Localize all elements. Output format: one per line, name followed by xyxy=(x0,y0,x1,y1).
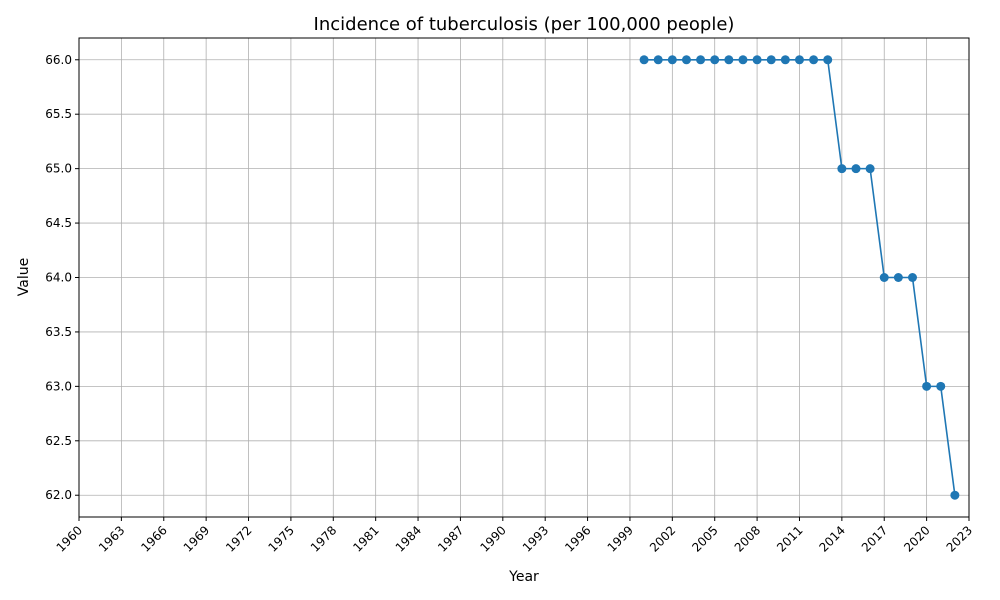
y-tick-label: 66.0 xyxy=(45,53,72,67)
data-point xyxy=(710,55,720,65)
data-point xyxy=(653,55,663,65)
y-tick-label: 62.5 xyxy=(45,434,72,448)
data-point xyxy=(893,273,903,282)
chart-title: Incidence of tuberculosis (per 100,000 p… xyxy=(314,14,735,35)
data-point xyxy=(823,55,833,65)
x-axis-label: Year xyxy=(508,569,539,585)
series-group xyxy=(639,55,960,500)
y-tick-label: 64.5 xyxy=(45,216,72,230)
y-axis-ticks: 62.0 62.5 63.0 63.5 64.0 64.5 65.0 65.5 66.0 xyxy=(45,53,79,502)
data-point xyxy=(879,273,889,282)
data-point xyxy=(865,164,875,174)
data-point xyxy=(752,55,762,65)
data-point xyxy=(837,164,847,174)
data-point xyxy=(936,381,946,391)
data-point xyxy=(766,55,776,65)
data-point xyxy=(724,55,734,65)
data-point xyxy=(681,55,691,65)
y-tick-label: 65.0 xyxy=(45,162,72,176)
data-point xyxy=(922,381,932,391)
data-point xyxy=(696,55,706,65)
data-point xyxy=(794,55,804,65)
y-tick-label: 63.5 xyxy=(45,325,72,339)
y-tick-label: 65.5 xyxy=(45,107,72,121)
data-point xyxy=(809,55,819,65)
data-point xyxy=(907,273,917,282)
y-axis-label: Value xyxy=(16,258,32,296)
y-tick-label: 63.0 xyxy=(45,379,72,393)
y-tick-label: 64.0 xyxy=(45,271,72,285)
plot-frame xyxy=(78,37,970,518)
data-point xyxy=(667,55,677,65)
data-point xyxy=(738,55,748,65)
grid-lines xyxy=(78,38,970,517)
data-point xyxy=(851,164,861,174)
y-tick-label: 62.0 xyxy=(45,488,72,502)
data-point xyxy=(639,55,649,65)
data-point xyxy=(950,490,960,500)
data-point xyxy=(780,55,790,65)
